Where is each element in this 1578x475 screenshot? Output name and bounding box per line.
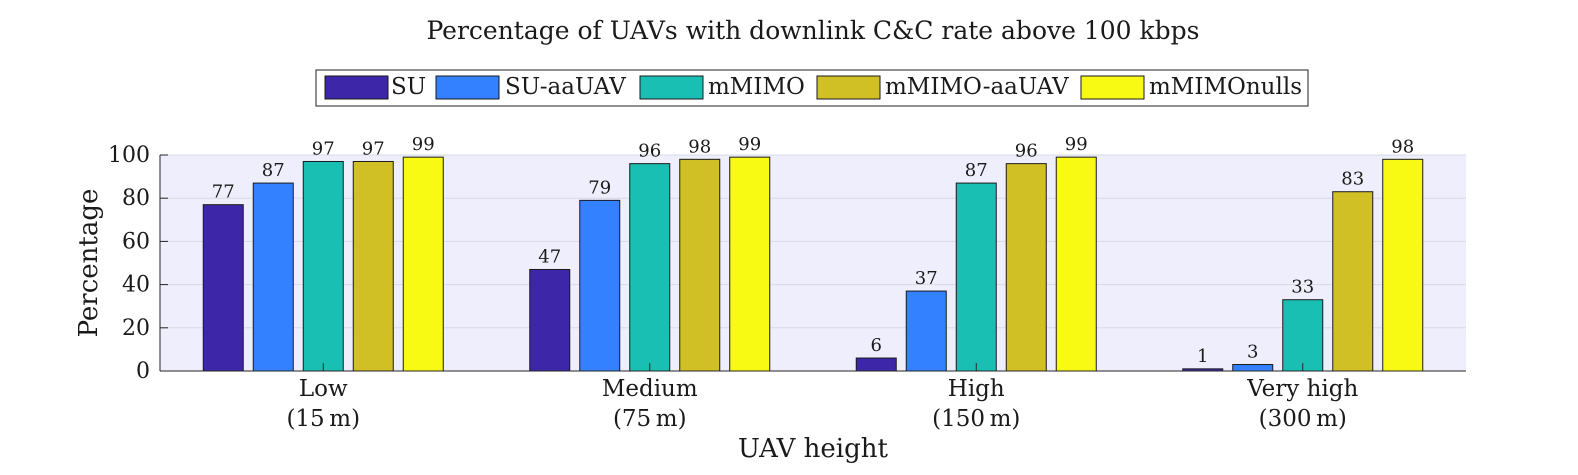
legend-label: mMIMOnulls [1149,74,1302,100]
x-tick-label-line1: High [948,376,1005,402]
bar-mmimo [629,163,671,372]
legend-label: mMIMO-aaUAV [885,74,1069,100]
bar-su [855,357,897,372]
bar-su-aauav [252,182,294,372]
legend-swatch-mmimonulls [1080,75,1145,100]
x-tick-label-line2: (300 m) [1259,406,1347,432]
bar-value-label: 98 [688,136,711,157]
x-tick-label-line2: (75 m) [613,406,687,432]
bar-mmimo-aauav [1005,163,1047,372]
bar-value-label: 47 [538,246,561,267]
bar-value-label: 99 [412,134,435,155]
bar-mmimonulls [1382,158,1424,372]
bar-su-aauav [579,199,621,372]
legend-swatch-mmimo-aauav [816,75,881,100]
bar-mmimo [1282,299,1324,372]
bar-value-label: 96 [638,141,661,162]
y-tick-label: 80 [122,186,150,211]
bar-value-label: 99 [738,134,761,155]
bar-mmimo [955,182,997,372]
bar-value-label: 97 [312,138,335,159]
bar-su-aauav [1232,364,1274,372]
bar-su-aauav [905,290,947,372]
x-tick-labels: Low (15 m) Medium (75 m) High (150 m) Very hig… [286,363,1358,432]
x-tick-label-line1: Medium [602,376,698,402]
bar-value-label: 83 [1341,169,1364,190]
legend-label: SU-aaUAV [505,74,626,100]
y-tick-label: 20 [122,316,150,341]
bar-value-label: 96 [1015,141,1038,162]
bar-value-label: 77 [212,182,235,203]
x-tick-label-line1: Very high [1246,376,1358,402]
bar-value-label: 87 [965,160,988,181]
y-tick-label: 0 [136,359,150,384]
bar-mmimonulls [1055,156,1097,372]
y-tick-label: 60 [122,229,150,254]
y-tick-label: 100 [108,143,150,168]
x-tick-label-line2: (150 m) [932,406,1020,432]
bar-value-label: 79 [588,177,611,198]
bar-value-label: 1 [1197,346,1208,367]
legend-swatch-su [324,75,389,100]
bar-mmimonulls [729,156,771,372]
bar-mmimonulls [402,156,444,372]
bar-su [202,204,244,372]
y-tick-labels: 0 20 40 60 80 100 [108,143,168,384]
bar-value-label: 3 [1247,342,1258,363]
y-tick-label: 40 [122,273,150,298]
legend-label: mMIMO [708,74,805,100]
bar-mmimo-aauav [679,158,721,372]
legend-swatch-su-aauav [435,75,500,100]
legend: SU SU-aaUAV mMIMO mMIMO-aaUAV mMIMOnulls [315,69,1309,107]
bars [202,156,1424,372]
bar-value-label: 97 [362,138,385,159]
bar-value-label: 99 [1065,134,1088,155]
bar-value-label: 33 [1291,277,1314,298]
bar-value-label: 37 [915,268,938,289]
bar-value-label: 87 [262,160,285,181]
x-tick-label-line1: Low [299,376,348,402]
bar-mmimo [302,160,344,372]
legend-swatch-mmimo [639,75,704,100]
x-tick-label-line2: (15 m) [286,406,360,432]
bar-mmimo-aauav [1332,191,1374,372]
x-axis-label: UAV height [738,434,888,464]
bar-value-label: 6 [871,335,882,356]
bar-su [529,268,571,372]
bar-value-label: 98 [1391,136,1414,157]
y-axis-label: Percentage [74,189,104,338]
legend-label: SU [391,74,426,100]
bar-mmimo-aauav [352,160,394,372]
chart-title: Percentage of UAVs with downlink C&C rat… [426,16,1199,45]
